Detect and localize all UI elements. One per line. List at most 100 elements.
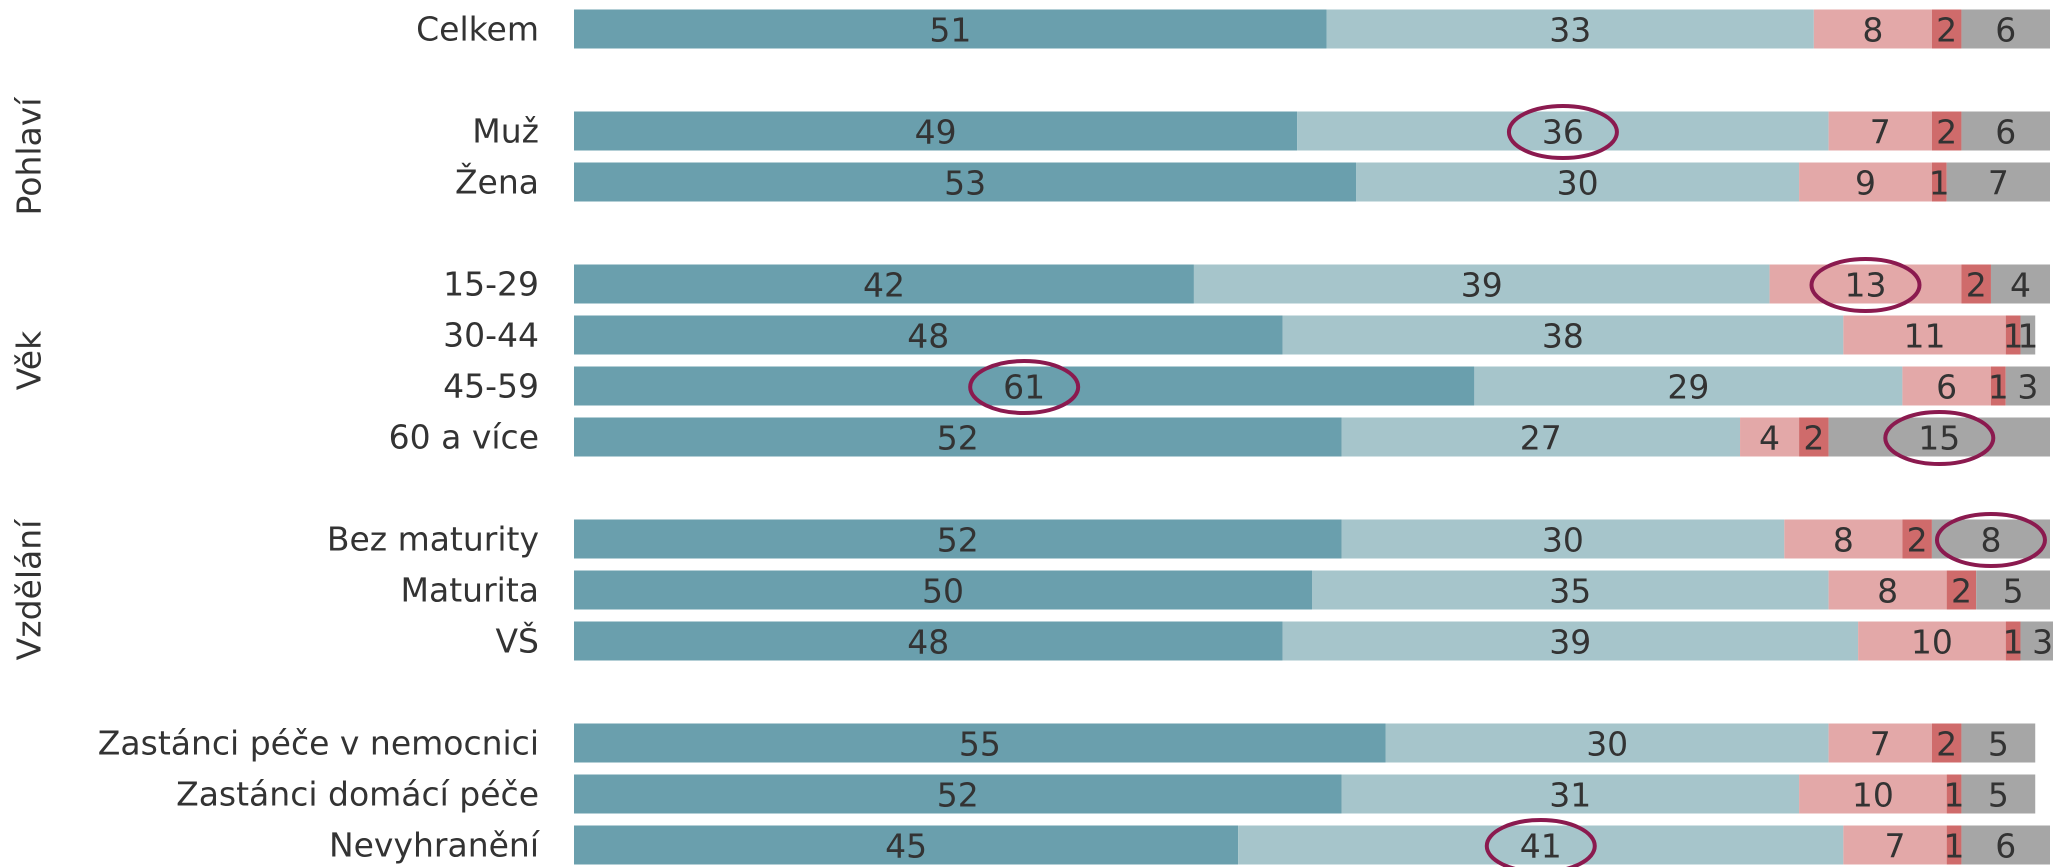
- category-label: VŠ: [495, 621, 539, 661]
- bar-segment: [574, 519, 1342, 559]
- value-label: 7: [1988, 164, 2009, 203]
- value-label: 5: [2003, 572, 2024, 611]
- value-label: 49: [915, 113, 957, 152]
- value-label: 41: [1520, 827, 1562, 866]
- value-label: 8: [1877, 572, 1898, 611]
- highlight-ring: [1934, 512, 2047, 568]
- bar-segment: [1961, 111, 2050, 151]
- value-label: 2: [1951, 572, 1972, 611]
- category-label: 45-59: [443, 367, 539, 406]
- value-label: 15: [1918, 419, 1960, 458]
- value-label: 11: [1904, 317, 1946, 356]
- value-label: 30: [1586, 725, 1628, 764]
- bar-segment: [1946, 774, 1962, 814]
- category-label: Celkem: [416, 10, 539, 49]
- value-label: 6: [1936, 368, 1957, 407]
- bar-segment: [574, 162, 1357, 202]
- value-label: 48: [907, 623, 949, 662]
- value-label: 4: [1759, 419, 1780, 458]
- bar-segment: [1858, 621, 2006, 661]
- group-label: Věk: [10, 330, 49, 390]
- bar-segment: [1341, 774, 1800, 814]
- bar-segment: [1990, 264, 2050, 304]
- value-label: 6: [1995, 113, 2016, 152]
- value-label: 10: [1852, 776, 1894, 815]
- value-label: 3: [2032, 623, 2053, 662]
- value-label: 1: [1929, 164, 1950, 203]
- bar-segment: [1931, 519, 2050, 559]
- highlight-ring: [968, 359, 1081, 415]
- bar-segment: [1341, 519, 1785, 559]
- bar-segment: [1282, 621, 1859, 661]
- value-label: 7: [1870, 113, 1891, 152]
- value-label: 1: [1988, 368, 2009, 407]
- value-label: 55: [959, 725, 1001, 764]
- bar-segment: [574, 111, 1298, 151]
- category-label: Žena: [455, 162, 539, 202]
- bar-segment: [1474, 366, 1903, 406]
- bar-segment: [574, 825, 1239, 865]
- value-label: 51: [929, 11, 971, 50]
- value-label: 35: [1549, 572, 1591, 611]
- value-label: 2: [1936, 725, 1957, 764]
- bar-segment: [2020, 315, 2036, 355]
- bar-segment: [1828, 111, 1932, 151]
- value-label: 2: [1907, 521, 1928, 560]
- value-label: 31: [1549, 776, 1591, 815]
- value-label: 10: [1911, 623, 1953, 662]
- value-label: 53: [944, 164, 986, 203]
- highlight-ring: [1506, 104, 1619, 160]
- category-label: Zastánci péče v nemocnici: [98, 724, 539, 763]
- bar-segment: [1976, 570, 2050, 610]
- value-label: 42: [863, 266, 905, 305]
- bar-segment: [1356, 162, 1800, 202]
- bar-segment: [1385, 723, 1829, 763]
- bar-segment: [1902, 519, 1932, 559]
- bar-segment: [1946, 825, 1962, 865]
- value-label: 3: [2017, 368, 2038, 407]
- value-label: 5: [1988, 725, 2009, 764]
- value-label: 6: [1995, 11, 2016, 50]
- bar-segment: [1961, 774, 2036, 814]
- category-label: Maturita: [401, 571, 539, 610]
- bar-segment: [1312, 570, 1829, 610]
- value-label: 29: [1667, 368, 1709, 407]
- value-label: 39: [1549, 623, 1591, 662]
- value-label: 48: [907, 317, 949, 356]
- value-label: 9: [1855, 164, 1876, 203]
- value-label: 1: [1944, 776, 1965, 815]
- bar-segment: [1193, 264, 1770, 304]
- bar-segment: [1341, 417, 1741, 457]
- group-label: Vzdělání: [10, 518, 49, 660]
- bar-segment: [1297, 111, 1829, 151]
- bar-segment: [1990, 366, 2006, 406]
- category-label: 15-29: [443, 265, 539, 304]
- category-label: 60 a více: [389, 418, 539, 457]
- bar-segment: [1902, 366, 1991, 406]
- value-label: 8: [1980, 521, 2001, 560]
- bar-segment: [1799, 417, 1829, 457]
- value-label: 30: [1542, 521, 1584, 560]
- value-label: 39: [1461, 266, 1503, 305]
- value-label: 2: [1966, 266, 1987, 305]
- bar-segment: [1961, 264, 1991, 304]
- bar-segment: [1931, 9, 1962, 49]
- value-label: 7: [1885, 827, 1906, 866]
- value-label: 2: [1803, 419, 1824, 458]
- bar-segment: [1828, 417, 2050, 457]
- bar-segment: [1828, 570, 1947, 610]
- bar-segment: [1961, 825, 2050, 865]
- bar-segment: [574, 723, 1386, 763]
- bar-segment: [2020, 621, 2053, 661]
- highlight-ring: [1484, 818, 1597, 867]
- bar-segment: [1799, 774, 1947, 814]
- bar-segment: [1946, 570, 1977, 610]
- bar-segment: [1931, 162, 1947, 202]
- value-label: 52: [937, 776, 979, 815]
- value-label: 1: [2017, 317, 2038, 356]
- category-label: Bez maturity: [327, 520, 539, 559]
- bar-segment: [574, 774, 1342, 814]
- bar-segment: [574, 366, 1475, 406]
- bar-segment: [1961, 9, 2050, 49]
